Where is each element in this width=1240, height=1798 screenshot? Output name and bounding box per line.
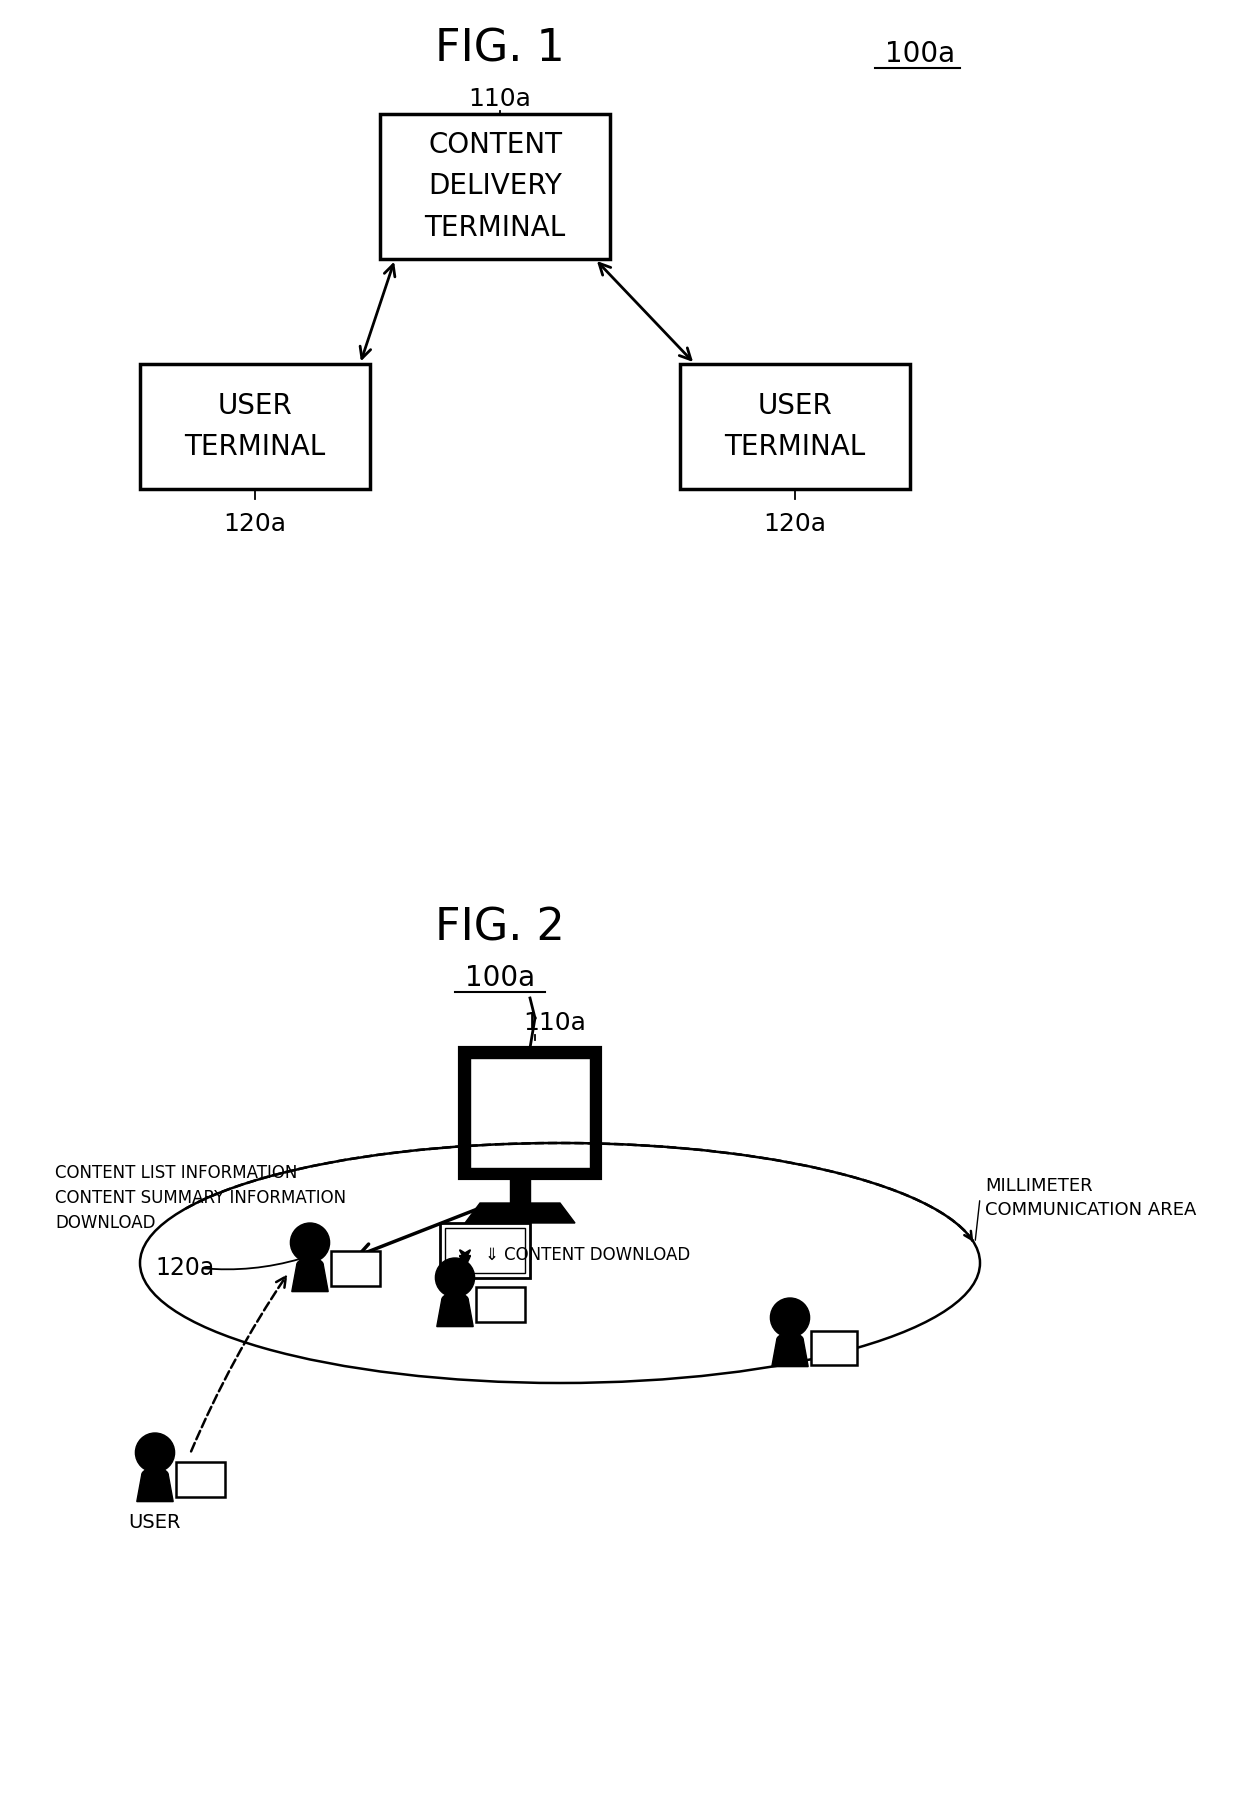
- Text: 120a: 120a: [223, 512, 286, 536]
- Polygon shape: [776, 1332, 804, 1340]
- Text: 100a: 100a: [885, 40, 955, 68]
- Text: 120a: 120a: [764, 512, 827, 536]
- FancyBboxPatch shape: [476, 1287, 525, 1322]
- Text: 110a: 110a: [523, 1010, 587, 1036]
- Polygon shape: [141, 1467, 169, 1474]
- Text: USER: USER: [129, 1514, 181, 1532]
- FancyBboxPatch shape: [379, 113, 610, 259]
- FancyBboxPatch shape: [331, 1251, 379, 1286]
- Text: MILLIMETER
COMMUNICATION AREA: MILLIMETER COMMUNICATION AREA: [985, 1178, 1197, 1219]
- Text: 110a: 110a: [469, 86, 532, 111]
- Polygon shape: [465, 1203, 575, 1223]
- Text: CONTENT
DELIVERY
TERMINAL: CONTENT DELIVERY TERMINAL: [424, 131, 565, 241]
- Ellipse shape: [290, 1223, 330, 1262]
- Text: FIG. 1: FIG. 1: [435, 27, 565, 70]
- Polygon shape: [296, 1259, 324, 1266]
- FancyBboxPatch shape: [680, 363, 910, 489]
- Text: ⇓ CONTENT DOWNLOAD: ⇓ CONTENT DOWNLOAD: [485, 1246, 691, 1264]
- Text: CONTENT LIST INFORMATION
CONTENT SUMMARY INFORMATION
DOWNLOAD: CONTENT LIST INFORMATION CONTENT SUMMARY…: [55, 1163, 346, 1232]
- Ellipse shape: [435, 1259, 475, 1296]
- FancyBboxPatch shape: [176, 1462, 224, 1498]
- Text: FIG. 2: FIG. 2: [435, 906, 565, 949]
- FancyBboxPatch shape: [470, 1057, 590, 1169]
- FancyBboxPatch shape: [811, 1331, 857, 1365]
- FancyBboxPatch shape: [445, 1228, 525, 1273]
- Ellipse shape: [770, 1298, 810, 1338]
- Polygon shape: [136, 1474, 174, 1501]
- Text: 120a: 120a: [155, 1257, 215, 1280]
- Ellipse shape: [135, 1433, 175, 1473]
- FancyBboxPatch shape: [440, 1223, 529, 1278]
- Polygon shape: [291, 1266, 329, 1291]
- Polygon shape: [510, 1178, 529, 1203]
- Polygon shape: [436, 1300, 474, 1327]
- Text: USER
TERMINAL: USER TERMINAL: [185, 392, 326, 460]
- Text: USER
TERMINAL: USER TERMINAL: [724, 392, 866, 460]
- FancyBboxPatch shape: [140, 363, 370, 489]
- Polygon shape: [441, 1293, 469, 1300]
- FancyBboxPatch shape: [460, 1048, 600, 1178]
- Polygon shape: [771, 1340, 808, 1366]
- Text: 100a: 100a: [465, 964, 536, 992]
